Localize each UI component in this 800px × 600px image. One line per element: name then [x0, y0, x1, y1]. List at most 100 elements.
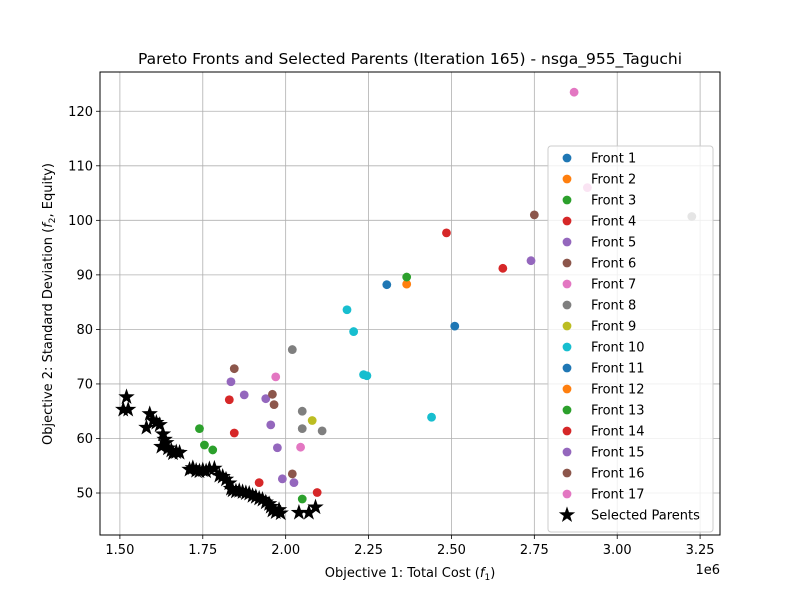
selected-parent-star — [144, 411, 162, 428]
front-4-point — [254, 478, 264, 488]
series-selected-parents — [115, 388, 324, 521]
front-3-point — [195, 424, 204, 434]
front-5-point — [289, 478, 299, 488]
legend-label: Front 5 — [591, 236, 636, 251]
x-axis-label: Objective 1: Total Cost (f1) — [325, 566, 496, 583]
front-5-point — [239, 390, 249, 400]
front-5-point — [266, 420, 276, 430]
legend-marker — [562, 153, 572, 163]
y-axis-label-subscript: 2 — [48, 217, 58, 223]
y-tick-label: 120 — [68, 105, 93, 120]
data-points — [115, 87, 697, 521]
front-9-point — [307, 416, 317, 425]
front-4-point — [224, 395, 234, 405]
legend-label: Front 11 — [591, 362, 645, 377]
y-tick-label: 110 — [68, 159, 93, 174]
legend-label: Front 2 — [591, 173, 636, 188]
selected-parent-star — [148, 414, 165, 430]
selected-parent-star — [171, 444, 188, 460]
legend-label: Front 6 — [591, 257, 636, 272]
x-tick-label: 2.50 — [437, 543, 466, 558]
x-tick-label: 2.75 — [520, 543, 549, 558]
front-6-point — [287, 469, 297, 479]
front-10-point — [362, 371, 372, 381]
front-5-point — [272, 443, 282, 453]
legend-marker — [562, 321, 572, 331]
front-3-point — [200, 440, 209, 450]
legend-marker — [562, 363, 572, 373]
selected-parent-star — [262, 498, 279, 514]
selected-parent-star — [184, 459, 202, 475]
legend-label: Front 8 — [591, 299, 636, 314]
series-front-10 — [342, 305, 436, 422]
legend-marker — [562, 405, 572, 415]
front-3-point — [208, 445, 218, 455]
legend-label: Front 9 — [591, 320, 636, 335]
selected-parent-star — [290, 504, 308, 520]
x-axis-label-subscript: 1 — [484, 573, 490, 583]
series-front-3 — [195, 272, 412, 504]
legend-marker — [558, 506, 576, 522]
selected-parent-star — [151, 416, 168, 432]
y-tick-label: 60 — [76, 432, 93, 447]
x-axis-label-math: f — [480, 566, 487, 581]
y-tick-label: 100 — [68, 214, 93, 229]
selected-parent-star — [214, 468, 231, 484]
selected-parent-star — [272, 504, 289, 521]
selected-parent-star — [154, 425, 172, 442]
legend-marker — [562, 384, 572, 394]
front-5-point — [261, 394, 271, 404]
legend-label: Front 16 — [591, 467, 645, 482]
legend-marker — [562, 258, 572, 268]
legend-marker — [562, 216, 572, 226]
x-tick-label: 1.75 — [188, 543, 217, 558]
selected-parent-star — [158, 434, 175, 450]
front-6-point — [529, 210, 539, 220]
legend-marker — [562, 195, 572, 205]
series-front-9 — [307, 416, 317, 425]
legend-label: Selected Parents — [591, 509, 700, 524]
legend-marker — [562, 279, 572, 289]
y-axis-label-text: Objective 2: Standard Deviation ( — [41, 228, 56, 445]
selected-parent-star — [300, 504, 318, 520]
legend-label: Front 3 — [591, 194, 636, 209]
x-axis-ticks: 1.50 1.75 2.00 2.25 2.50 2.75 3.00 3.25 — [105, 535, 715, 558]
front-4-point — [498, 263, 508, 273]
selected-parent-star — [217, 470, 235, 487]
front-8-point — [297, 424, 307, 434]
legend-marker — [562, 300, 572, 310]
front-4-point — [229, 428, 239, 438]
selected-parent-star — [254, 490, 271, 507]
front-8-point — [287, 345, 297, 354]
front-10-point — [349, 327, 359, 336]
front-2-point — [402, 279, 412, 289]
selected-parent-star — [156, 430, 173, 447]
front-3-point — [402, 272, 412, 282]
selected-parent-star — [141, 405, 158, 421]
y-axis-ticks: 50 60 70 80 90 100 110 120 — [68, 105, 100, 502]
front-10-point — [342, 305, 352, 315]
front-7-point — [569, 87, 579, 97]
legend-label: Front 14 — [591, 425, 645, 440]
front-3-point — [297, 494, 307, 504]
front-5-point — [226, 377, 236, 387]
front-4-point — [312, 488, 322, 497]
series-front-2 — [402, 279, 412, 289]
series-front-5 — [226, 256, 536, 488]
x-tick-label: 1.50 — [105, 543, 134, 558]
y-tick-label: 80 — [76, 323, 93, 338]
x-axis-label-text: Objective 1: Total Cost ( — [325, 566, 480, 581]
selected-parent-star — [206, 459, 223, 476]
selected-parent-star — [241, 484, 258, 501]
front-7-point — [271, 372, 281, 382]
legend-label: Front 10 — [591, 341, 645, 356]
front-4-point — [442, 228, 451, 238]
legend: Front 1 Front 2 Front 3 Front 4 Front 5 Front… — [547, 145, 714, 533]
legend-label: Front 12 — [591, 383, 645, 398]
legend-marker — [562, 237, 572, 247]
legend-label: Front 7 — [591, 278, 636, 293]
legend-marker — [562, 342, 572, 352]
legend-marker — [562, 468, 572, 478]
front-5-point — [277, 474, 287, 484]
